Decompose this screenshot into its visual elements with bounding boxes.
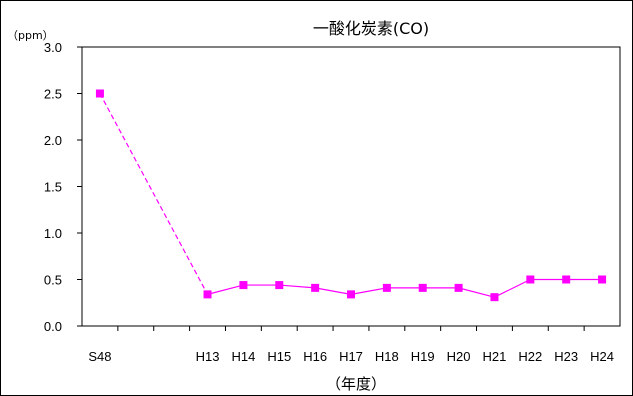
y-tick-label: 1.0 bbox=[44, 226, 62, 241]
y-tick-label: 3.0 bbox=[44, 40, 62, 55]
series-line-segment bbox=[99, 93, 209, 295]
data-point bbox=[347, 290, 355, 299]
data-point bbox=[454, 283, 463, 292]
y-tick-label: 0.5 bbox=[44, 273, 62, 288]
data-point bbox=[311, 283, 320, 292]
series-lines bbox=[99, 93, 603, 298]
series-line-segment bbox=[494, 278, 531, 298]
x-tick-label: S48 bbox=[88, 349, 111, 364]
x-tick-label: H16 bbox=[303, 349, 327, 364]
data-point bbox=[382, 283, 391, 292]
x-tick-label: H17 bbox=[339, 349, 363, 364]
series-line-segment bbox=[350, 287, 387, 295]
x-tick-label: H15 bbox=[267, 349, 291, 364]
x-tick-label: H23 bbox=[554, 349, 578, 364]
x-tick-label: H19 bbox=[411, 349, 435, 364]
data-point bbox=[598, 275, 607, 284]
x-tick-label: H14 bbox=[231, 349, 255, 364]
data-point bbox=[490, 293, 499, 302]
series-points bbox=[95, 89, 607, 302]
chart-title: 一酸化炭素(CO) bbox=[313, 19, 429, 38]
x-tick-label: H20 bbox=[447, 349, 471, 364]
data-point bbox=[418, 283, 427, 292]
series-line-segment bbox=[458, 287, 495, 298]
x-axis-label: （年度） bbox=[326, 375, 386, 393]
y-axis: 0.0 0.5 1.0 1.5 2.0 2.5 3.0 bbox=[44, 40, 82, 334]
y-tick-label: 1.5 bbox=[44, 180, 62, 195]
y-tick-label: 2.5 bbox=[44, 87, 62, 102]
series-line-segment bbox=[279, 284, 316, 289]
x-tick-label: H13 bbox=[196, 349, 220, 364]
data-point bbox=[203, 290, 212, 299]
y-tick-label: 2.0 bbox=[44, 133, 62, 148]
series-line-segment bbox=[315, 287, 352, 295]
x-tick-label: H24 bbox=[590, 349, 614, 364]
y-axis-unit-label: （ppm） bbox=[7, 29, 54, 42]
data-point bbox=[526, 275, 535, 284]
data-point bbox=[95, 89, 104, 98]
data-point bbox=[239, 281, 248, 290]
x-tick-label: H22 bbox=[518, 349, 542, 364]
series-line-segment bbox=[207, 284, 244, 295]
x-tick-label: H18 bbox=[375, 349, 399, 364]
data-point bbox=[562, 275, 571, 284]
y-tick-label: 0.0 bbox=[44, 319, 62, 334]
data-point bbox=[275, 281, 284, 290]
x-tick-label: H21 bbox=[483, 349, 507, 364]
plot-area bbox=[81, 46, 621, 327]
x-axis: S48 H13 H14 H15 H16 H17 H18 H19 H20 H21 H22 H23 H24 bbox=[88, 326, 614, 364]
